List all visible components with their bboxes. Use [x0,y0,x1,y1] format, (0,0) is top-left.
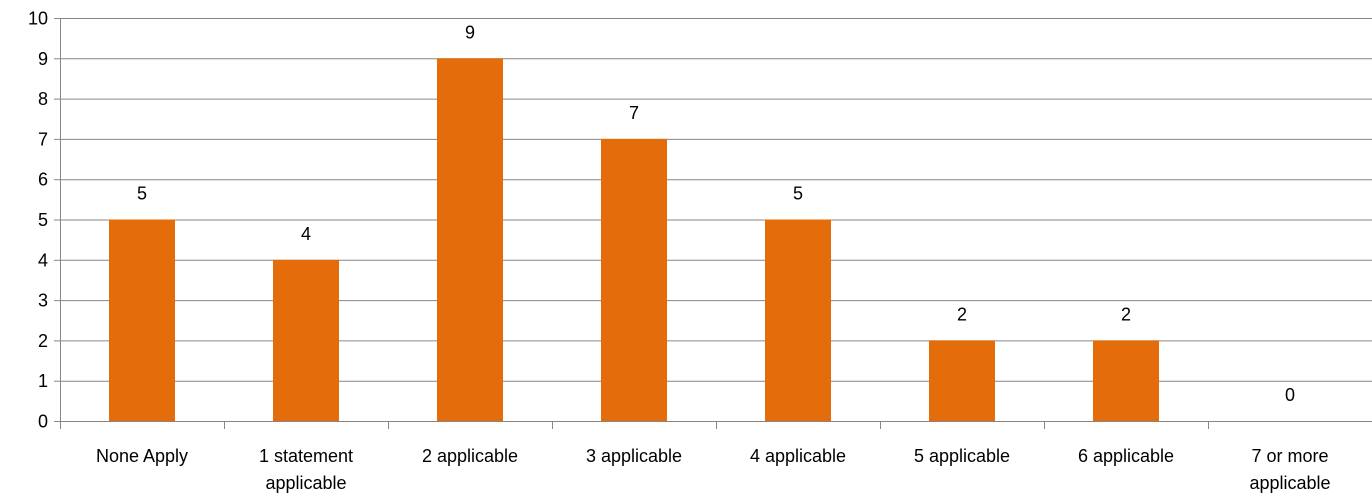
data-label: 4 [301,224,311,244]
gridlines [60,18,1372,382]
x-category-label: applicable [1249,473,1330,493]
axes [54,18,1372,429]
data-label: 9 [465,22,475,42]
x-category-label: 6 applicable [1078,446,1174,466]
bar [273,259,339,421]
x-category-label: 3 applicable [586,446,682,466]
y-tick-label: 7 [38,129,48,149]
x-category-label: 7 or more [1251,446,1328,466]
y-tick-label: 10 [28,9,48,29]
data-label: 2 [1121,304,1131,324]
y-tick-label: 5 [38,210,48,230]
y-tick-label: 4 [38,250,48,270]
data-label: 5 [137,184,147,204]
bar [601,138,667,421]
data-label: 2 [957,304,967,324]
x-category-label: 4 applicable [750,446,846,466]
x-category-label: applicable [265,473,346,493]
x-category-label: None Apply [96,446,188,466]
y-tick-label: 0 [38,412,48,432]
y-tick-label: 8 [38,89,48,109]
y-tick-label: 2 [38,331,48,351]
bar [109,219,175,421]
y-tick-label: 9 [38,49,48,69]
bar [765,219,831,421]
bar [437,58,503,422]
data-label: 5 [793,184,803,204]
data-label: 7 [629,103,639,123]
y-tick-label: 3 [38,291,48,311]
bar [1093,340,1159,421]
data-label: 0 [1285,385,1295,405]
x-category-label: 5 applicable [914,446,1010,466]
bars [109,58,1159,422]
x-category-label: 1 statement [259,446,353,466]
labels: 0 1 2 3 4 5 6 7 8 9 10 5 None Apply 4 1 statement appli… [28,9,1331,494]
x-category-label: 2 applicable [422,446,518,466]
y-tick-label: 6 [38,170,48,190]
y-tick-label: 1 [38,371,48,391]
bar [929,340,995,421]
